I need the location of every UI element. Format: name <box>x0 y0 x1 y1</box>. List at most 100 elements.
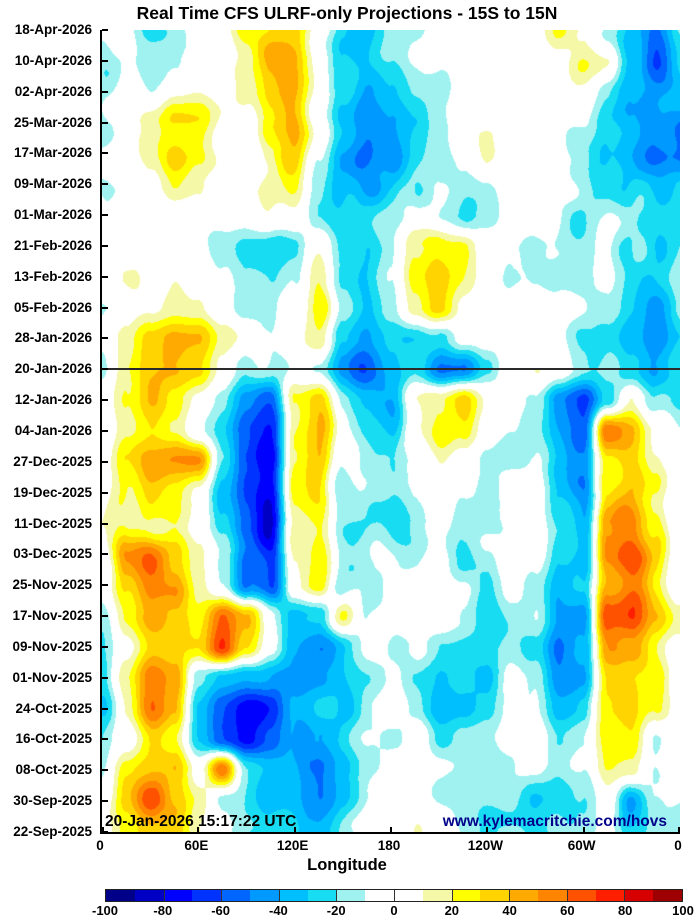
colorbar-tick-label: -60 <box>211 903 230 918</box>
x-axis-tick <box>486 827 489 832</box>
colorbar-segment <box>249 890 279 901</box>
x-axis-tick-label: 180 <box>377 838 401 853</box>
y-axis-tick <box>102 738 108 741</box>
y-axis-tick <box>102 491 108 494</box>
y-axis-label: 30-Sep-2025 <box>13 793 92 809</box>
colorbar-segment <box>451 890 481 901</box>
y-axis-label: 19-Dec-2025 <box>13 484 92 500</box>
y-axis-tick <box>102 645 108 648</box>
colorbar-tick-label: -40 <box>268 903 288 918</box>
y-axis-label: 21-Feb-2026 <box>13 237 92 253</box>
y-axis-label: 20-Jan-2026 <box>14 361 92 377</box>
y-axis-tick <box>102 275 108 278</box>
colorbar-tick-label: 0 <box>390 903 398 918</box>
y-axis-tick <box>102 152 108 155</box>
colorbar-tick-label: 40 <box>502 903 517 918</box>
y-axis-label: 18-Apr-2026 <box>14 22 92 37</box>
colorbar-tick-label: 80 <box>617 903 633 918</box>
y-axis-label: 08-Oct-2025 <box>15 762 92 778</box>
y-axis-label: 16-Oct-2025 <box>15 731 92 747</box>
y-axis-label: 28-Jan-2026 <box>14 330 92 346</box>
y-axis-tick <box>102 553 108 556</box>
y-axis-label: 25-Nov-2025 <box>12 577 92 593</box>
colorbar-tick-label: -80 <box>153 903 173 918</box>
x-axis-tick <box>582 827 585 832</box>
colorbar-segment <box>134 890 164 901</box>
x-axis-tick <box>390 827 392 832</box>
y-axis-tick <box>102 183 108 186</box>
y-axis-label: 13-Feb-2026 <box>13 268 92 284</box>
colorbar-segment <box>393 890 423 901</box>
y-axis-tick <box>102 769 108 772</box>
colorbar-tick-label: 20 <box>444 903 460 918</box>
y-axis-label: 12-Jan-2026 <box>14 392 92 408</box>
y-axis-tick <box>102 306 108 309</box>
colorbar-segment <box>221 890 250 901</box>
colorbar-tick <box>566 890 568 901</box>
y-axis-tick <box>102 800 108 803</box>
y-axis-tick <box>102 368 108 371</box>
y-axis-tick <box>102 59 108 62</box>
colorbar-tick <box>394 890 395 901</box>
x-axis-tick <box>293 827 296 832</box>
y-axis-label: 27-Dec-2025 <box>13 453 92 469</box>
y-axis-tick <box>102 615 108 618</box>
y-axis-tick <box>102 430 108 432</box>
x-axis-tick <box>102 827 104 832</box>
y-axis-tick <box>102 244 108 247</box>
y-axis-label: 22-Sep-2025 <box>13 824 92 839</box>
colorbar-tick <box>509 890 511 901</box>
y-axis-tick <box>102 676 108 679</box>
plot-area: 20-Jan-2026 15:17:22 UTC www.kylemacritc… <box>100 29 680 834</box>
colorbar-tick-label: -20 <box>326 903 346 918</box>
colorbar-segment <box>192 890 222 901</box>
chart-title: Real Time CFS ULRF-only Projections - 15… <box>136 3 558 23</box>
colorbar-segment <box>509 890 538 901</box>
y-axis-label: 24-Oct-2025 <box>15 700 92 716</box>
colorbar-segment <box>336 890 366 901</box>
y-axis-label: 05-Feb-2026 <box>13 299 92 315</box>
colorbar-segment <box>595 890 625 901</box>
x-axis-tick-label: 60W <box>567 838 596 853</box>
colorbar-segment <box>278 890 308 901</box>
colorbar-tick-label: 60 <box>560 903 575 918</box>
colorbar-tick <box>336 890 338 901</box>
timestamp-annotation: 20-Jan-2026 15:17:22 UTC <box>105 813 297 830</box>
colorbar-tick-label: -100 <box>91 903 119 918</box>
x-axis-title: Longitude <box>307 856 387 874</box>
y-axis-label: 02-Apr-2026 <box>14 83 92 99</box>
colorbar-segment <box>163 890 193 901</box>
y-axis-label: 17-Mar-2026 <box>13 145 92 161</box>
colorbar <box>105 889 683 902</box>
y-axis-label: 01-Mar-2026 <box>13 207 92 223</box>
y-axis-tick <box>102 707 108 710</box>
y-axis-tick <box>102 460 108 463</box>
y-axis-label: 03-Dec-2025 <box>13 546 92 562</box>
colorbar-tick-label: 100 <box>672 903 694 918</box>
colorbar-segment <box>480 890 510 901</box>
colorbar-segment <box>106 890 135 901</box>
y-axis-label: 11-Dec-2025 <box>13 515 92 531</box>
x-axis-tick-label: 120W <box>467 838 503 853</box>
y-axis-tick <box>102 214 108 217</box>
colorbar-segment <box>537 890 567 901</box>
x-axis-tick <box>678 827 680 832</box>
colorbar-tick <box>221 890 223 901</box>
y-axis-label: 17-Nov-2025 <box>12 608 92 624</box>
colorbar-tick <box>624 890 626 901</box>
x-axis-tick-label: 0 <box>674 838 682 853</box>
y-axis-tick <box>102 831 108 833</box>
y-axis-tick <box>102 121 108 124</box>
y-axis-label: 25-Mar-2026 <box>13 114 92 130</box>
y-axis-label: 04-Jan-2026 <box>14 423 92 438</box>
y-axis-tick <box>102 522 108 525</box>
colorbar-segment <box>624 890 654 901</box>
y-axis-label: 01-Nov-2025 <box>12 669 92 685</box>
x-axis-tick-label: 0 <box>96 838 104 853</box>
y-axis-tick <box>102 29 108 31</box>
x-axis-tick-label: 120E <box>276 838 309 853</box>
watermark-url: www.kylemacritchie.com/hovs <box>442 813 667 830</box>
colorbar-segment <box>307 890 337 901</box>
y-axis-tick <box>102 399 108 402</box>
